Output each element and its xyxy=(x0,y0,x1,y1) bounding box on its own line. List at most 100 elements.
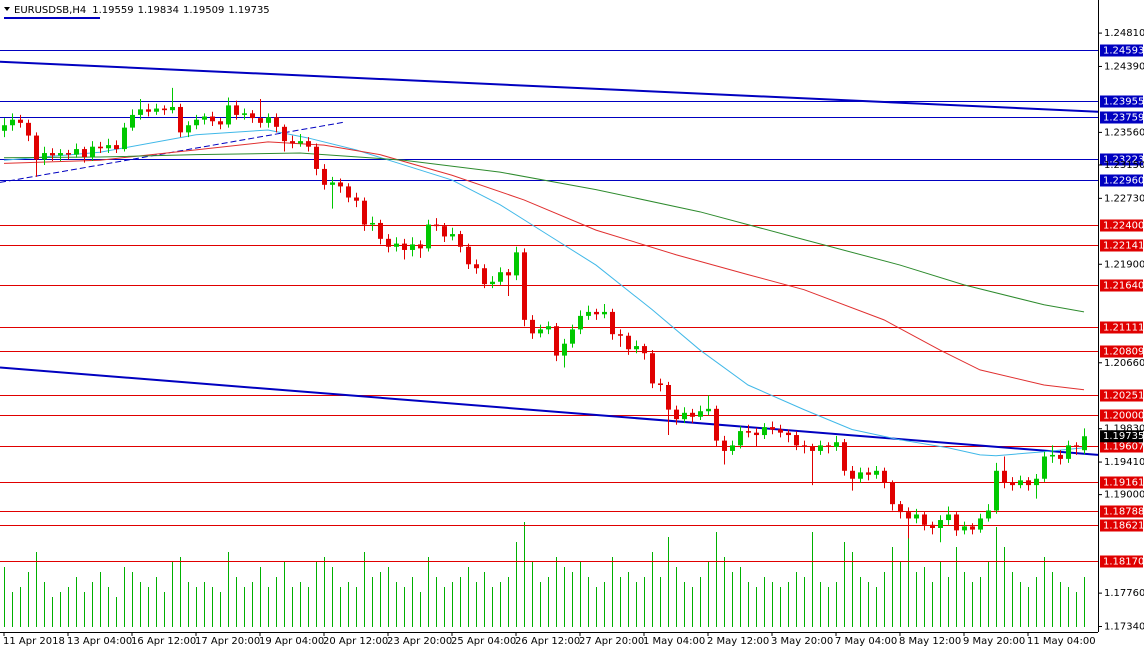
candle-body xyxy=(370,222,375,225)
level-label-box xyxy=(1100,219,1143,232)
candle-body xyxy=(618,334,623,336)
open: 1.19559 xyxy=(92,5,133,16)
y-tick-label: 1.22730 xyxy=(1104,193,1144,204)
level-label: 1.22960 xyxy=(1103,176,1144,187)
moving-average xyxy=(3,152,1085,313)
candle-body xyxy=(378,222,383,239)
candle-body xyxy=(474,264,479,269)
candle-body xyxy=(362,200,367,225)
candle-body xyxy=(162,108,167,111)
candle-body xyxy=(402,243,407,250)
candle-body xyxy=(498,272,503,282)
candle-body xyxy=(1002,470,1007,483)
candle-body xyxy=(706,408,711,412)
candle-body xyxy=(1042,456,1047,479)
candle-body xyxy=(1018,480,1023,486)
candle-body xyxy=(194,119,199,126)
last-price-label: 1.19735 xyxy=(1103,431,1144,442)
candle-body xyxy=(338,182,343,187)
candle-body xyxy=(50,153,55,156)
x-tick-label: 26 Apr 12:00 xyxy=(515,636,580,647)
candle-body xyxy=(938,520,943,528)
candle-body xyxy=(330,182,335,185)
level-label: 1.23759 xyxy=(1103,113,1144,124)
candle-body xyxy=(186,125,191,133)
candle-body xyxy=(418,244,423,249)
candle-body xyxy=(10,119,15,126)
x-tick-label: 17 Apr 20:00 xyxy=(195,636,260,647)
candle-body xyxy=(906,512,911,519)
candle-body xyxy=(762,427,767,436)
low: 1.19509 xyxy=(183,5,224,16)
candle-body xyxy=(754,432,759,436)
candle-body xyxy=(818,445,823,451)
menu-arrow[interactable] xyxy=(4,7,10,11)
level-label-box xyxy=(1100,174,1143,187)
candle-body xyxy=(2,125,7,131)
candle-body xyxy=(306,141,311,147)
candle-body xyxy=(626,335,631,350)
level-label: 1.18788 xyxy=(1103,507,1144,518)
candle-body xyxy=(106,145,111,149)
y-tick-label: 1.19000 xyxy=(1104,490,1144,501)
candle-body xyxy=(458,234,463,247)
level-label: 1.24593 xyxy=(1103,46,1144,57)
level-label: 1.18170 xyxy=(1103,557,1144,568)
candle-body xyxy=(722,440,727,451)
candle-body xyxy=(66,153,71,155)
candle-body xyxy=(98,146,103,149)
y-tick-label: 1.23560 xyxy=(1104,127,1144,138)
candle-body xyxy=(90,146,95,158)
candle-body xyxy=(610,311,615,335)
level-label-box xyxy=(1100,321,1143,334)
y-tick-label: 1.21900 xyxy=(1104,259,1144,270)
y-tick-label: 1.23150 xyxy=(1104,160,1144,171)
candle-body xyxy=(490,281,495,285)
candle-body xyxy=(26,122,31,136)
y-tick-label: 1.19830 xyxy=(1104,424,1144,435)
candle-body xyxy=(786,432,791,436)
candle-body xyxy=(714,408,719,441)
candle-body xyxy=(218,121,223,125)
level-layer: 1.24593 1.23955 1.23759 1.23223 1.22960 1.224… xyxy=(0,44,1144,568)
level-label-box xyxy=(1100,440,1143,453)
candle-body xyxy=(578,315,583,330)
candle-body xyxy=(434,224,439,227)
candle-body xyxy=(674,409,679,420)
candle-body xyxy=(746,431,751,433)
candle-body xyxy=(594,311,599,315)
level-label-box xyxy=(1100,111,1143,124)
candle-body xyxy=(426,224,431,249)
candle-body xyxy=(914,514,919,519)
x-tick-label: 13 Apr 04:00 xyxy=(67,636,132,647)
candle-body xyxy=(810,446,815,451)
candle-body xyxy=(322,168,327,185)
candle-body xyxy=(882,470,887,483)
candle-body xyxy=(58,153,63,156)
level-label: 1.18621 xyxy=(1103,521,1144,532)
candle-body xyxy=(1074,445,1079,447)
candle-body xyxy=(994,470,999,511)
candle-layer xyxy=(2,87,1087,543)
level-label: 1.21640 xyxy=(1103,281,1144,292)
y-tick-label: 1.19410 xyxy=(1104,457,1144,468)
x-tick-label: 11 May 04:00 xyxy=(1027,636,1096,647)
candle-body xyxy=(850,470,855,479)
candle-body xyxy=(978,518,983,530)
candle-body xyxy=(858,472,863,479)
x-tick-label: 11 Apr 2018 xyxy=(3,636,65,647)
y-tick-label: 1.20660 xyxy=(1104,358,1144,369)
candle-body xyxy=(1082,436,1087,451)
candle-body xyxy=(946,514,951,521)
level-label-box xyxy=(1100,239,1143,252)
candle-body xyxy=(1058,454,1063,459)
candle-body xyxy=(682,412,687,420)
candle-body xyxy=(1010,482,1015,486)
candle-body xyxy=(34,135,39,160)
candle-body xyxy=(962,526,967,531)
y-tick-label: 1.24390 xyxy=(1104,61,1144,72)
candle-body xyxy=(898,504,903,513)
candle-body xyxy=(82,149,87,158)
candle-body xyxy=(930,524,935,528)
